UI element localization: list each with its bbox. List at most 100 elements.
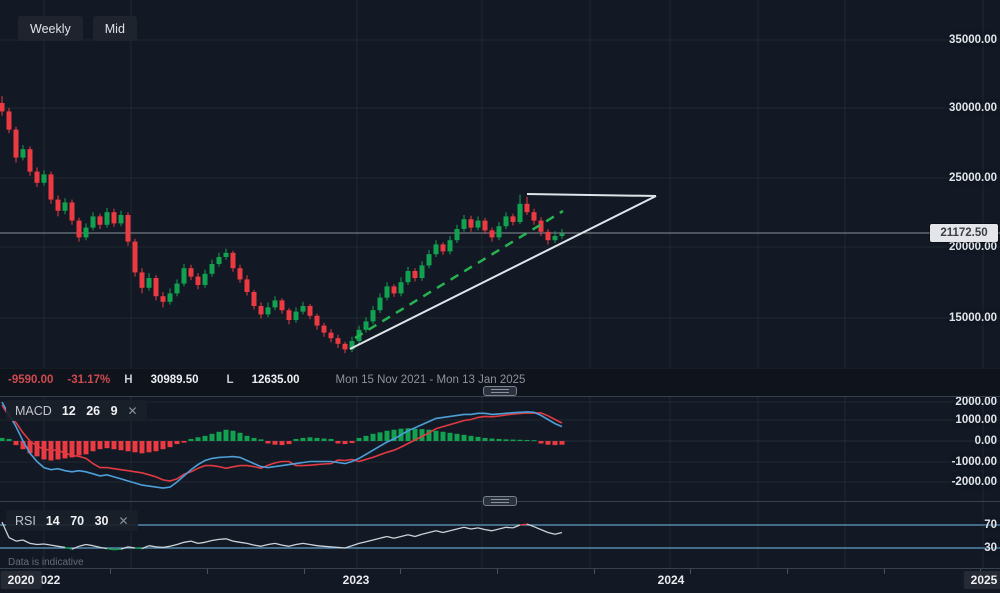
macd-hist-bar	[272, 441, 278, 445]
rsi-line-segment	[43, 543, 52, 546]
rsi-legend[interactable]: RSI 14 70 30 ✕	[6, 510, 138, 531]
candle-body	[34, 171, 40, 183]
macd-hist-bar	[216, 431, 222, 441]
rsi-close-icon[interactable]: ✕	[118, 513, 129, 528]
macd-hist-bar	[440, 431, 446, 441]
macd-signal-line	[1, 404, 563, 482]
rsi-line-segment	[400, 534, 409, 538]
candle-body	[160, 296, 166, 302]
time-axis-tick	[400, 569, 401, 574]
rsi-line-segment	[148, 545, 157, 548]
rsi-legend-params: 14 70 30	[45, 513, 109, 528]
rsi-line-segment	[8, 537, 17, 542]
rsi-line-segment	[71, 545, 80, 550]
rsi-line-segment	[421, 531, 430, 535]
rsi-line-segment	[295, 542, 304, 546]
macd-hist-bar	[34, 441, 40, 457]
macd-hist-bar	[27, 441, 33, 454]
candle-body	[328, 332, 334, 339]
macd-hist-bar	[545, 441, 551, 445]
candle-body	[286, 310, 292, 320]
drawing-trendline-support[interactable]	[349, 195, 657, 350]
candle-body	[559, 233, 565, 236]
price-type-button[interactable]: Mid	[92, 16, 137, 41]
macd-hist-bar	[433, 430, 439, 441]
candle-body	[349, 341, 355, 350]
candle-body	[258, 306, 264, 315]
rsi-line-segment	[92, 545, 101, 549]
rsi-axis-label: 30	[984, 542, 997, 554]
macd-hist-bar	[468, 435, 474, 441]
rsi-line-segment	[554, 531, 563, 535]
candle-body	[265, 307, 271, 315]
candle-body	[300, 306, 306, 312]
macd-layer	[0, 401, 565, 489]
candle-body	[426, 254, 432, 266]
candle-body	[90, 216, 96, 228]
macd-close-icon[interactable]: ✕	[127, 403, 138, 418]
rsi-line-segment	[428, 530, 437, 534]
candle-body	[20, 149, 26, 158]
macd-hist-bar	[496, 438, 502, 441]
rsi-line-segment	[134, 547, 143, 550]
macd-axis-label: 2000.00	[955, 396, 997, 408]
macd-hist-bar	[405, 428, 411, 441]
macd-hist-bar	[447, 432, 453, 441]
macd-hist-bar	[321, 438, 327, 441]
change-value: -9590.00	[8, 374, 54, 386]
candle-body	[146, 278, 152, 288]
macd-hist-bar	[118, 441, 124, 451]
macd-hist-bar	[167, 441, 173, 448]
rsi-line-segment	[225, 538, 234, 542]
macd-hist-bar	[6, 438, 12, 441]
candle-body	[531, 212, 537, 221]
rsi-line-segment	[120, 546, 129, 550]
rsi-line-segment	[246, 542, 255, 546]
rsi-line-segment	[204, 539, 213, 543]
macd-hist-bar	[342, 441, 348, 445]
rsi-line-segment	[533, 526, 542, 531]
macd-hist-bar	[328, 438, 334, 441]
drawing-dashed-trend[interactable]	[354, 209, 564, 340]
rsi-line-segment	[407, 534, 416, 538]
rsi-line-segment	[386, 535, 395, 539]
rsi-line-segment	[449, 528, 458, 532]
macd-hist-bar	[335, 441, 341, 444]
candle-body	[167, 293, 173, 302]
candle-body	[76, 220, 82, 238]
change-percent: -31.17%	[67, 374, 111, 386]
macd-hist-bar	[489, 438, 495, 441]
candle-body	[55, 199, 61, 211]
candle-body	[69, 202, 75, 221]
panel-resize-handle-macd[interactable]	[483, 386, 517, 396]
macd-hist-bar	[69, 441, 75, 458]
rsi-line-segment	[505, 526, 514, 529]
macd-hist-bar	[307, 437, 313, 441]
rsi-line-segment	[337, 546, 346, 549]
macd-legend[interactable]: MACD 12 26 9 ✕	[6, 400, 147, 421]
panel-resize-handle-rsi[interactable]	[483, 496, 517, 506]
macd-hist-bar	[104, 441, 110, 449]
candle-body	[314, 315, 320, 326]
rsi-line-segment	[78, 543, 87, 547]
timeframe-button[interactable]: Weekly	[18, 16, 83, 41]
candle-body	[524, 203, 530, 213]
rsi-line-segment	[344, 545, 353, 549]
rsi-line-segment	[316, 545, 325, 547]
candle-body	[153, 278, 159, 297]
time-axis[interactable]: 2022 2023 2024 2020 2025	[0, 568, 1000, 593]
macd-hist-bar	[356, 437, 362, 441]
macd-axis-label: -1000.00	[951, 456, 997, 468]
macd-hist-bar	[286, 441, 292, 445]
candle-body	[517, 203, 523, 222]
rsi-line-segment	[15, 539, 24, 542]
candle-body	[111, 212, 117, 224]
candle-body	[405, 271, 411, 283]
drawing-resistance-line[interactable]	[526, 193, 657, 197]
rsi-line-segment	[512, 524, 521, 529]
macd-hist-bar	[349, 441, 355, 444]
macd-hist-bar	[461, 434, 467, 441]
candle-body	[118, 215, 124, 224]
macd-hist-bar	[181, 441, 187, 443]
